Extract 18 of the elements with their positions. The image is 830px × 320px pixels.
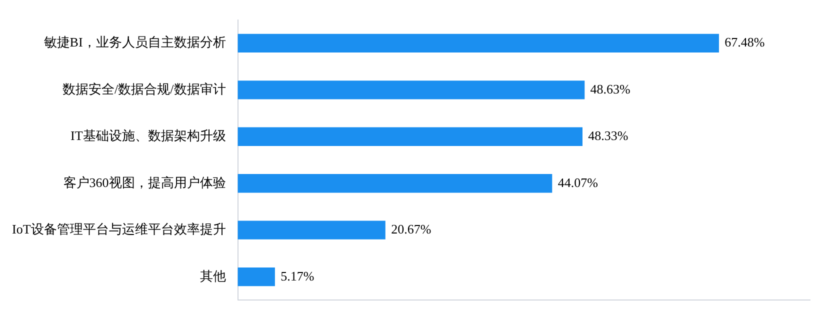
data-label: 44.07% <box>558 174 598 190</box>
bar <box>238 127 582 146</box>
bar <box>238 268 275 286</box>
y-tick-label: IoT设备管理平台与运维平台效率提升 <box>12 222 226 237</box>
data-label: 67.48% <box>724 34 765 50</box>
data-label: 48.33% <box>588 128 628 144</box>
data-label: 5.17% <box>280 268 314 284</box>
bar <box>238 80 585 100</box>
data-label: 48.63% <box>590 81 631 96</box>
bar <box>238 174 552 193</box>
data-label: 20.67% <box>391 222 432 237</box>
bar <box>238 34 719 52</box>
bar <box>238 220 386 240</box>
y-tick-label: 其他 <box>200 268 226 284</box>
y-tick-label: 敏捷BI，业务人员自主数据分析 <box>44 34 226 50</box>
y-tick-label: 数据安全/数据合规/数据审计 <box>62 81 226 96</box>
y-tick-label: IT基础设施、数据架构升级 <box>70 128 226 144</box>
y-tick-label: 客户360视图，提高用户体验 <box>63 174 226 190</box>
